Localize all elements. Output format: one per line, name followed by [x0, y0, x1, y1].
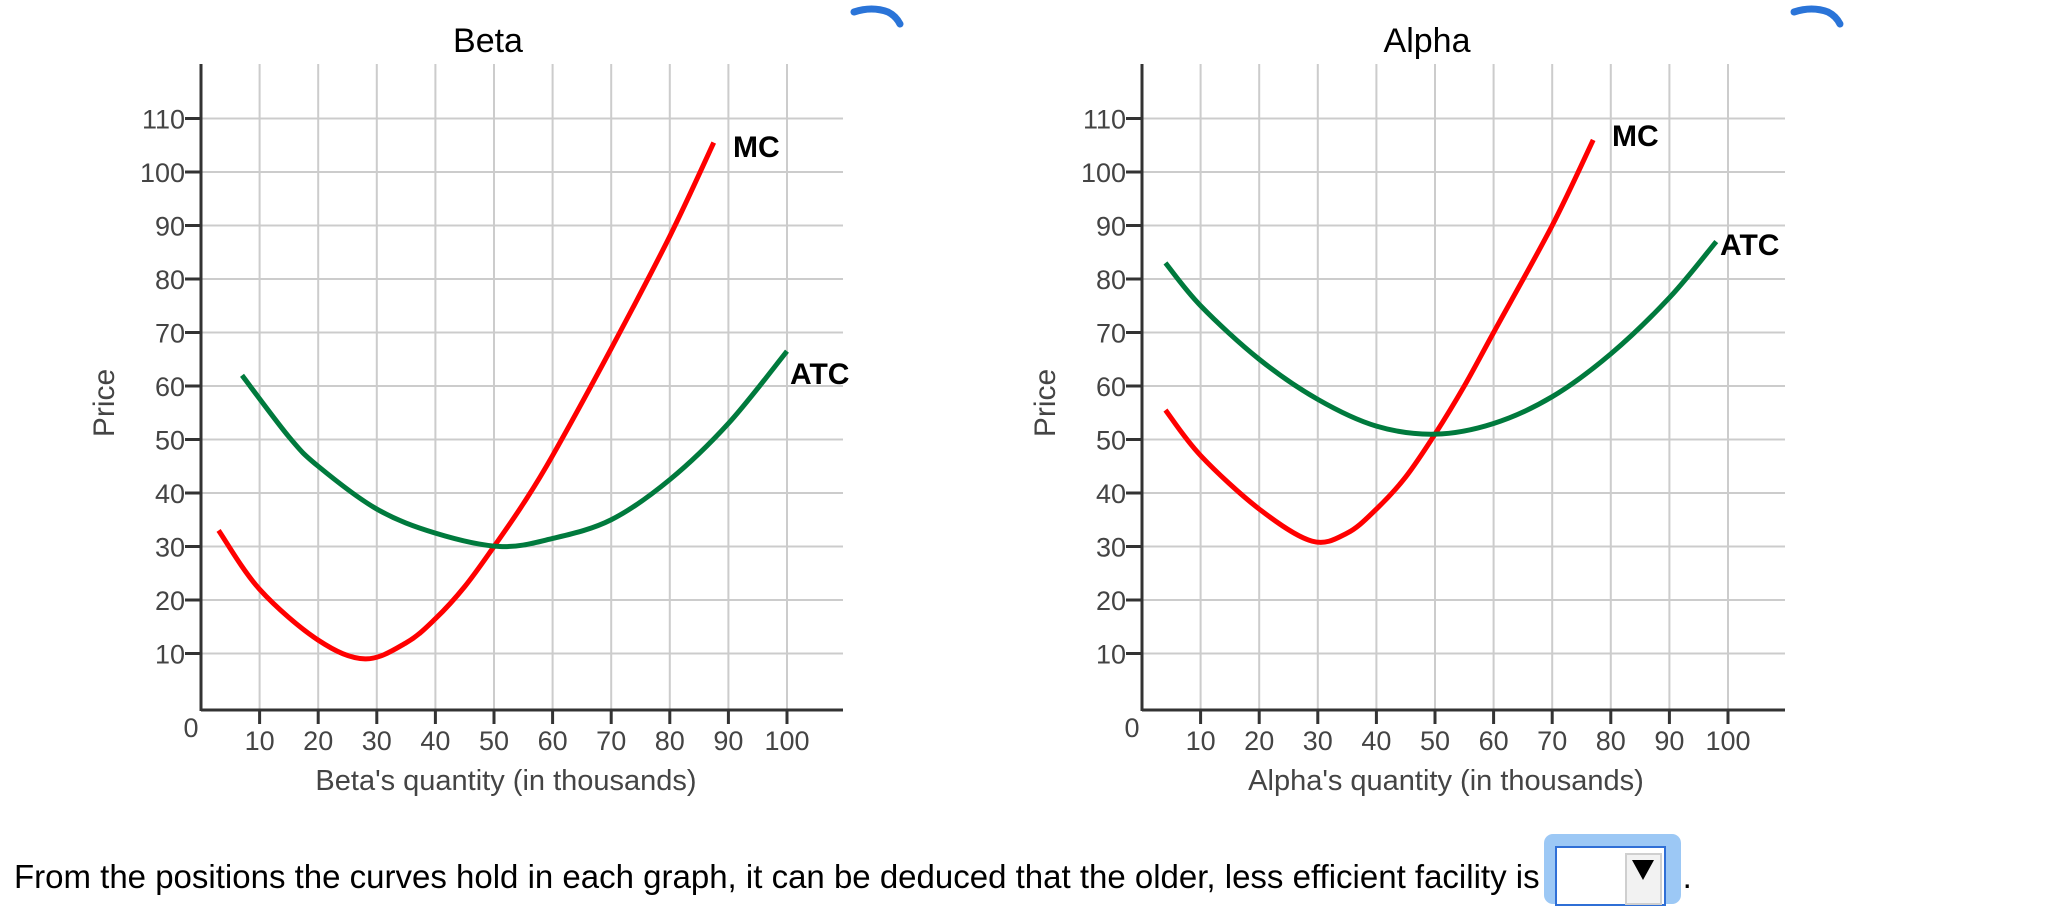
y-tick-label: 40: [1096, 479, 1126, 509]
beta-chart-title: Beta: [453, 22, 523, 60]
y-tick-label: 30: [1096, 533, 1126, 563]
y-tick-label: 50: [155, 426, 185, 456]
answer-dropdown[interactable]: [1554, 846, 1666, 906]
y-tick-label: 10: [1096, 640, 1126, 670]
mc-curve: [216, 141, 717, 662]
beta-ticks: 10 20 30 40 50 60 70 80 90 100 110 10 20 30 40 50 60 70 80…: [140, 105, 810, 757]
x-tick-label: 30: [362, 726, 392, 756]
alpha-chart-title: Alpha: [1384, 22, 1471, 60]
y-tick-label: 20: [155, 586, 185, 616]
y-tick-label: 40: [155, 479, 185, 509]
atc-curve: [1163, 239, 1719, 437]
beta-atc-label: ATC: [790, 358, 849, 391]
y-tick-label: 110: [1083, 105, 1126, 135]
x-tick-label: 70: [1537, 726, 1567, 756]
x-tick-label: 90: [713, 726, 743, 756]
y-tick-label: 30: [155, 533, 185, 563]
alpha-y-axis-label: Price: [1029, 369, 1062, 437]
y-tick-label: 100: [1081, 158, 1126, 188]
dropdown-arrow-button[interactable]: [1624, 853, 1662, 905]
x-tick-label: 70: [596, 726, 626, 756]
triangle-down-icon: [1632, 860, 1655, 880]
y-tick-label: 70: [1096, 319, 1126, 349]
alpha-chart: Alpha 10 20 30 40 50 60 70 80 90 100 110 10 20 30 40 50…: [1029, 5, 1844, 797]
answer-dropdown-focus-ring: [1543, 834, 1681, 906]
x-tick-label: 10: [245, 726, 275, 756]
alpha-grid: [1142, 64, 1785, 710]
x-tick-label: 20: [303, 726, 333, 756]
magnifier-icon[interactable]: [850, 5, 904, 28]
beta-mc-label: MC: [733, 131, 780, 164]
y-tick-label: 80: [155, 265, 185, 295]
alpha-x-axis-label: Alpha's quantity (in thousands): [1248, 765, 1644, 797]
y-tick-label: 90: [1096, 212, 1126, 242]
x-tick-label: 30: [1303, 726, 1333, 756]
x-tick-label: 60: [1479, 726, 1509, 756]
x-tick-label: 80: [655, 726, 685, 756]
beta-y-axis-label: Price: [88, 369, 121, 437]
question-period: .: [1682, 858, 1692, 895]
x-tick-label: 20: [1244, 726, 1274, 756]
x-tick-label: 50: [479, 726, 509, 756]
x-tick-label: 60: [538, 726, 568, 756]
y-tick-label: 50: [1096, 426, 1126, 456]
alpha-ticks: 10 20 30 40 50 60 70 80 90 100 110 10 20 30 40 50 60 70 80…: [1081, 105, 1751, 757]
question-text: From the positions the curves hold in ea…: [14, 858, 1540, 895]
x-tick-label: 40: [1361, 726, 1391, 756]
mc-curve: [1163, 138, 1596, 545]
beta-x-axis-label: Beta's quantity (in thousands): [315, 765, 696, 797]
alpha-atc-label: ATC: [1720, 229, 1779, 262]
origin-label: 0: [183, 713, 198, 743]
y-tick-label: 110: [142, 105, 185, 135]
x-tick-label: 50: [1420, 726, 1450, 756]
alpha-curves: [1163, 138, 1719, 545]
y-tick-label: 80: [1096, 265, 1126, 295]
y-tick-label: 60: [155, 372, 185, 402]
x-tick-label: 40: [420, 726, 450, 756]
x-tick-label: 100: [764, 726, 809, 756]
x-tick-label: 100: [1705, 726, 1750, 756]
y-tick-label: 70: [155, 319, 185, 349]
y-tick-label: 20: [1096, 586, 1126, 616]
question-sentence: From the positions the curves hold in ea…: [14, 834, 1692, 906]
beta-curves: [216, 141, 789, 662]
beta-chart: Beta 10 20 30 40 50 60 70 80 90 100 110 10 20 30 40 50 6…: [88, 5, 904, 797]
origin-label: 0: [1124, 713, 1139, 743]
atc-curve: [240, 349, 789, 550]
y-tick-label: 10: [155, 640, 185, 670]
x-tick-label: 10: [1186, 726, 1216, 756]
y-tick-label: 90: [155, 212, 185, 242]
y-tick-label: 60: [1096, 372, 1126, 402]
x-tick-label: 80: [1596, 726, 1626, 756]
alpha-mc-label: MC: [1612, 120, 1659, 153]
magnifier-icon[interactable]: [1790, 5, 1844, 28]
x-tick-label: 90: [1654, 726, 1684, 756]
y-tick-label: 100: [140, 158, 185, 188]
